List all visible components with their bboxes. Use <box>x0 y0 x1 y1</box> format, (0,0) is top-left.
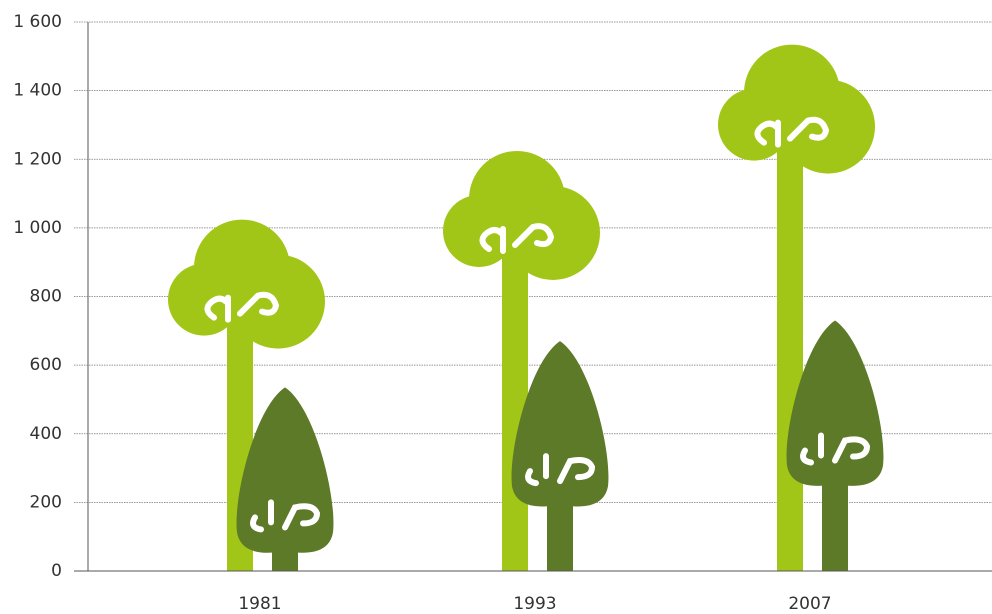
x-tick-label: 1981 <box>238 594 281 614</box>
y-tick-label: 1 000 <box>13 218 62 238</box>
y-tick-label: 0 <box>51 561 62 581</box>
tree-trunk <box>502 229 528 571</box>
y-tick-label: 400 <box>30 424 62 444</box>
x-tick-label: 1993 <box>513 594 556 614</box>
y-tick-label: 200 <box>30 492 62 512</box>
x-tick-label: 2007 <box>788 594 831 614</box>
chart: 0 200 400 600 800 1 000 1 200 1 400 1 600 1981 199… <box>0 0 992 614</box>
tree-crown <box>781 80 875 174</box>
y-tick-label: 600 <box>30 355 62 375</box>
y-tick-label: 1 600 <box>13 12 62 32</box>
y-tick-label: 1 200 <box>13 149 62 169</box>
tree-crown <box>231 255 325 349</box>
y-tick-label: 800 <box>30 287 62 307</box>
tree-crown <box>506 186 600 280</box>
tree-deciduous <box>718 45 875 571</box>
tree-trunk <box>777 123 803 571</box>
y-tick-label: 1 400 <box>13 81 62 101</box>
